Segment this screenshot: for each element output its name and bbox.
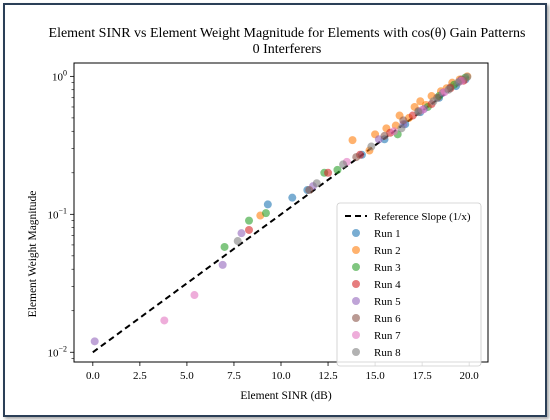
data-point-run-8 (453, 78, 462, 87)
data-point-run-1 (288, 193, 297, 202)
data-point-run-8 (397, 124, 406, 133)
data-point-run-2 (416, 97, 425, 106)
data-point-run-5 (90, 337, 99, 346)
data-point-run-4 (324, 168, 333, 177)
legend-label-run-4: Run 4 (374, 279, 401, 291)
data-point-run-6 (352, 153, 361, 162)
data-point-run-7 (190, 291, 199, 300)
reference-slope-line (92, 75, 470, 354)
legend-box (336, 202, 482, 367)
y-tick-label: 10−2 (47, 344, 67, 359)
data-point-run-8 (339, 160, 348, 169)
data-point-run-8 (463, 72, 472, 81)
legend-swatch-run-1 (352, 229, 360, 237)
data-point-run-6 (305, 186, 314, 195)
legend-label-run-5: Run 5 (374, 296, 401, 308)
legend-label-run-7: Run 7 (374, 330, 401, 342)
x-tick-label: 15.0 (365, 370, 385, 382)
x-tick-label: 10.0 (271, 370, 291, 382)
data-point-run-3 (245, 216, 254, 225)
chart-title-line2: 0 Interferers (253, 42, 322, 57)
data-point-run-7 (389, 127, 398, 136)
data-point-run-8 (444, 85, 453, 94)
data-point-run-6 (380, 131, 389, 140)
data-point-run-3 (333, 165, 342, 174)
data-point-run-1 (263, 200, 272, 209)
data-point-run-5 (218, 260, 227, 269)
legend-swatch-run-4 (352, 280, 360, 288)
x-tick-label: 2.5 (133, 370, 147, 382)
y-axis-label: Element Weight Magnitude (27, 191, 39, 318)
data-point-run-6 (399, 116, 408, 125)
legend-label-run-8: Run 8 (374, 347, 401, 359)
data-point-run-4 (245, 225, 254, 234)
x-tick-label: 20.0 (460, 370, 480, 382)
x-tick-label: 17.5 (413, 370, 433, 382)
x-tick-label: 0.0 (86, 370, 100, 382)
legend-swatch-run-7 (352, 331, 360, 339)
data-point-run-8 (312, 179, 321, 188)
legend-swatch-run-6 (352, 314, 360, 322)
x-tick-label: 12.5 (318, 370, 338, 382)
data-point-run-3 (220, 242, 229, 251)
legend-swatch-run-2 (352, 246, 360, 254)
y-tick-label: 10−1 (47, 206, 67, 221)
legend-swatch-run-3 (352, 263, 360, 271)
data-point-run-8 (233, 237, 242, 246)
legend-swatch-run-5 (352, 297, 360, 305)
chart-title-line1: Element SINR vs Element Weight Magnitude… (49, 26, 526, 41)
y-tick-label: 100 (52, 68, 67, 83)
data-point-run-5 (237, 229, 246, 238)
x-axis-label: Element SINR (dB) (240, 390, 332, 402)
legend-label-reference: Reference Slope (1/x) (374, 211, 471, 223)
data-point-run-8 (414, 108, 423, 117)
plot-area: 0.0 2.5 5.0 7.5 10.0 12.5 15.0 17.5 20.0 10−2 10−1… (47, 62, 489, 382)
legend-label-run-6: Run 6 (374, 313, 401, 325)
data-point-run-8 (367, 142, 376, 151)
legend-label-run-3: Run 3 (374, 262, 401, 274)
legend-label-run-1: Run 1 (374, 228, 401, 240)
legend-swatch-run-8 (352, 348, 360, 356)
x-tick-label: 7.5 (227, 370, 241, 382)
data-point-run-8 (429, 97, 438, 106)
data-point-run-2 (348, 136, 357, 145)
data-point-run-7 (160, 316, 169, 325)
x-tick-label: 5.0 (180, 370, 194, 382)
data-point-run-3 (261, 209, 270, 218)
legend-label-run-2: Run 2 (374, 245, 401, 257)
